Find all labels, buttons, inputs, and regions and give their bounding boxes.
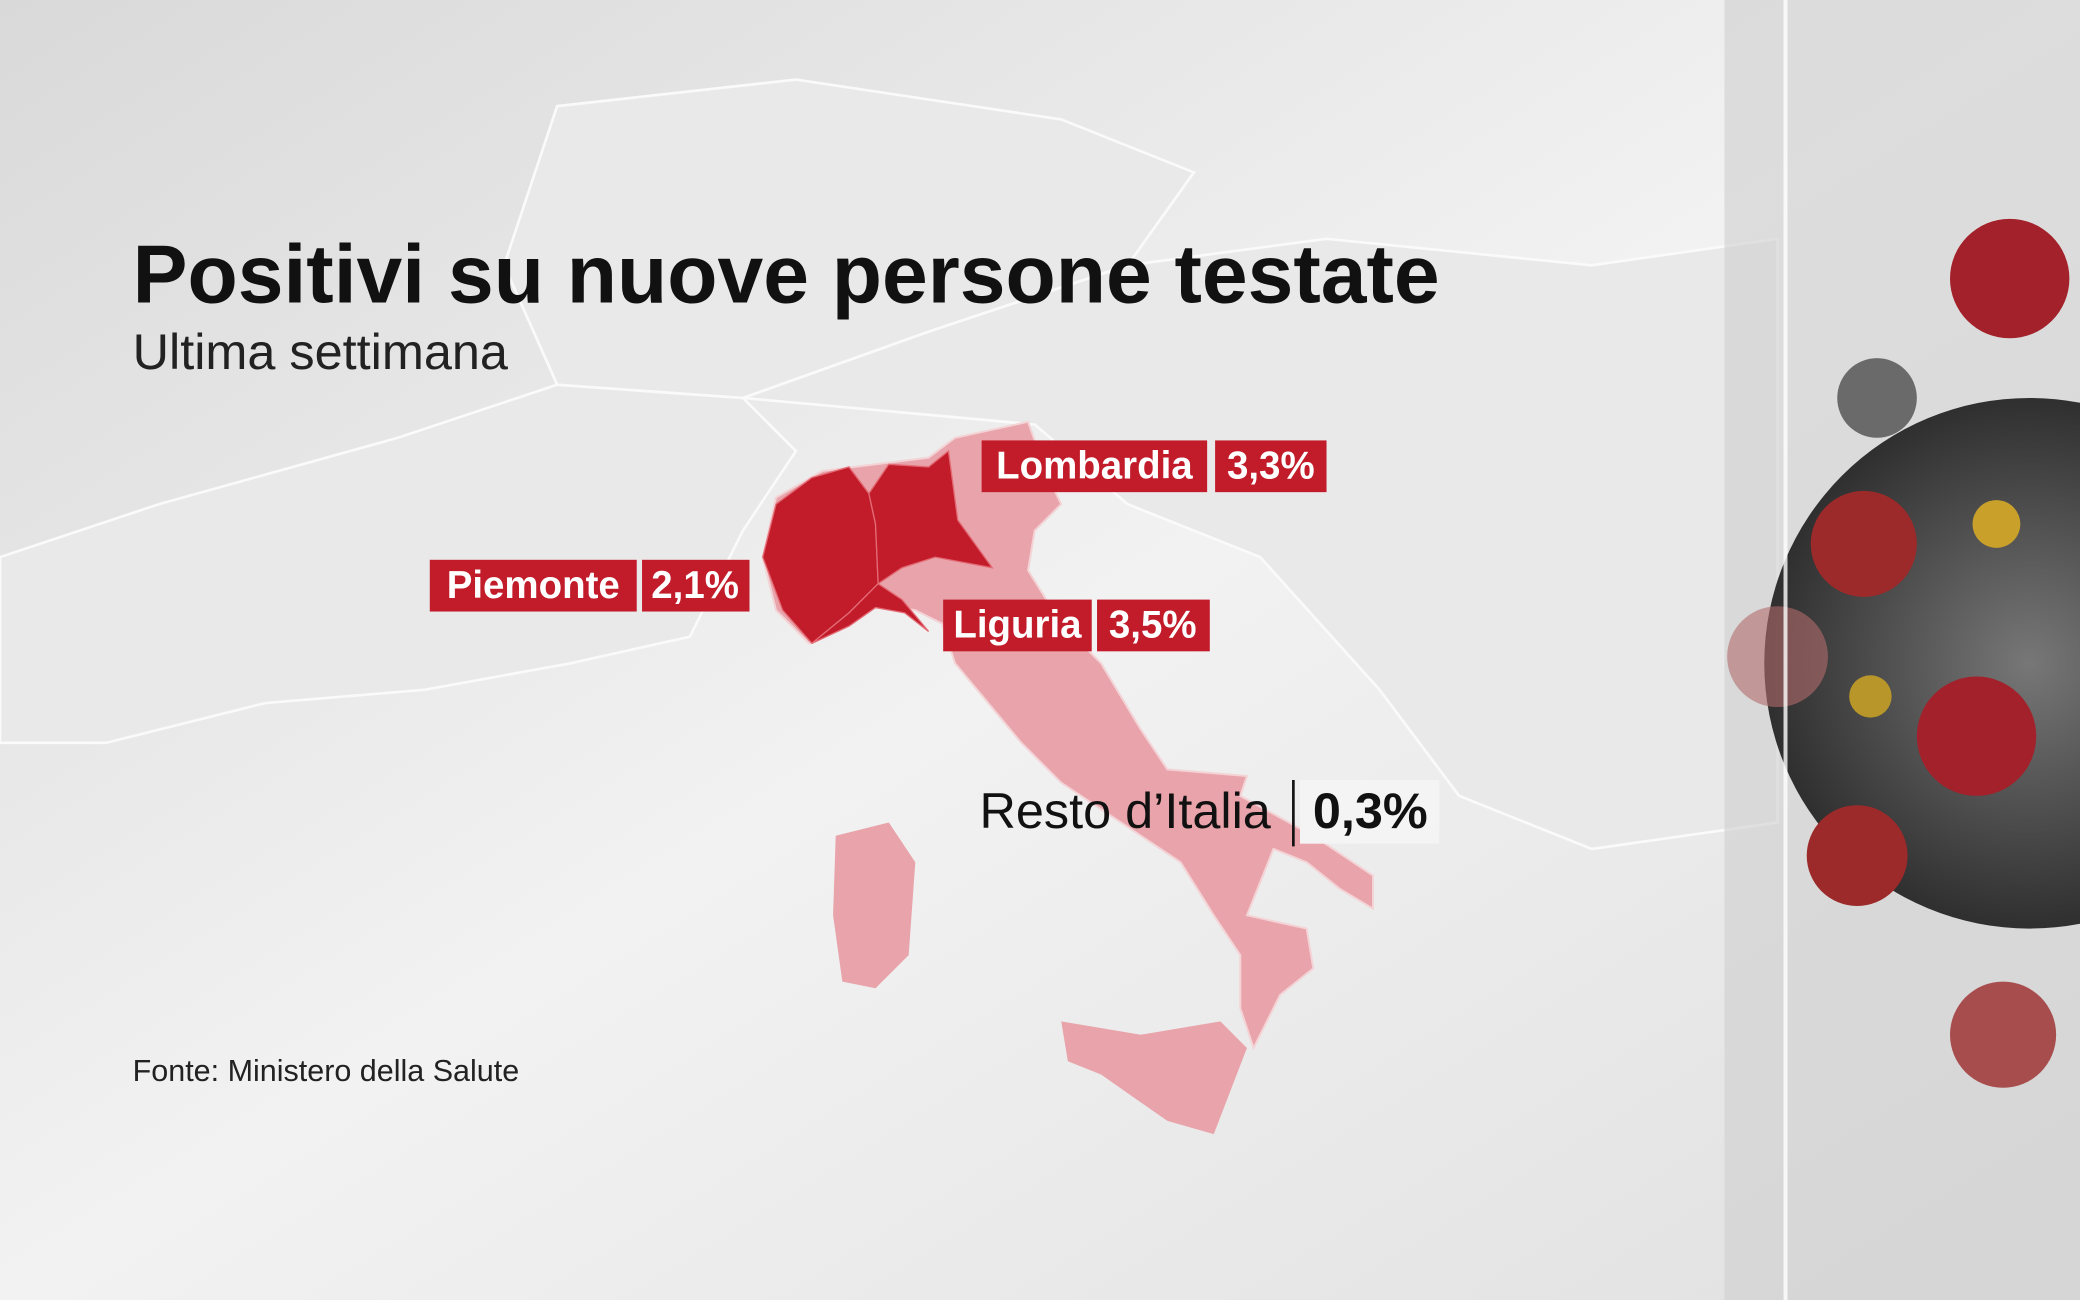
region-name: Lombardia (996, 444, 1193, 487)
europe-background (0, 78, 1779, 851)
sicily (1061, 1021, 1247, 1135)
liguria-shape (811, 582, 930, 644)
sardinia (833, 822, 916, 989)
title: Positivi su nuove persone testate (133, 229, 1440, 320)
virus-image (1727, 218, 2080, 1088)
region-name: Liguria (953, 604, 1082, 647)
region-name: Piemonte (447, 564, 620, 607)
label-liguria: Liguria 3,5% (943, 599, 1210, 652)
subtitle: Ultima settimana (133, 323, 509, 380)
label-rest: Resto d’Italia 0,3% (980, 780, 1440, 847)
lombardia-shape (868, 449, 994, 585)
italy-map (761, 420, 1374, 1135)
region-name: Resto d’Italia (980, 782, 1272, 839)
region-value: 3,5% (1109, 604, 1197, 647)
label-box (642, 559, 750, 612)
label-box (943, 599, 1092, 652)
source: Fonte: Ministero della Salute (133, 1054, 520, 1088)
region-value: 0,3% (1313, 782, 1428, 839)
region-value: 2,1% (651, 564, 739, 607)
label-box (1215, 440, 1327, 493)
label-box (1300, 780, 1440, 844)
region-value: 3,3% (1227, 444, 1315, 487)
label-box (981, 440, 1208, 493)
label-box (429, 559, 637, 612)
label-piemonte: Piemonte 2,1% (429, 559, 750, 612)
label-lombardia: Lombardia 3,3% (981, 440, 1327, 493)
label-box (1097, 599, 1210, 652)
